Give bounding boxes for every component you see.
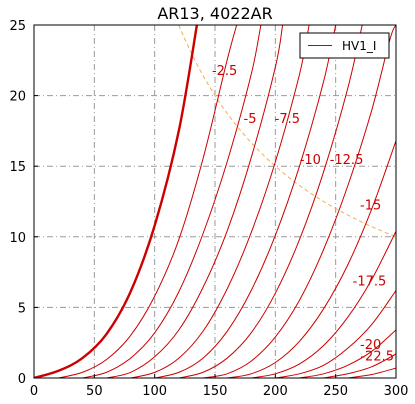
legend: HV1_I — [299, 32, 390, 59]
plate-curve-13 — [347, 367, 396, 378]
plate-curve-0 — [34, 25, 199, 378]
plot-frame — [33, 24, 397, 379]
plate-curve-neg22_5 — [251, 230, 396, 378]
dissipation-limit — [178, 25, 396, 238]
plate-curve-neg17_5 — [202, 25, 396, 378]
plate-curve-neg2_5 — [57, 25, 238, 378]
x-tick-label: 100 — [142, 384, 167, 399]
x-tick-label: 150 — [203, 384, 228, 399]
x-tick-label: 50 — [86, 384, 103, 399]
curve-label: -22.5 — [360, 349, 394, 364]
x-tick-label: 250 — [323, 384, 348, 399]
plate-curve-neg20 — [227, 140, 396, 378]
y-tick-label: 5 — [18, 301, 26, 316]
curve-labels: -2.5 -5 -7.5 -10 -12.5 -15 -17.5 -20-22.5 — [212, 64, 394, 364]
grid — [34, 25, 396, 378]
y-tick-label: 10 — [9, 231, 26, 246]
y-tick-label: 20 — [9, 90, 26, 105]
curve-label: -15 — [360, 198, 381, 213]
plate-curve-neg12_5 — [154, 25, 337, 378]
y-tick-label: 0 — [18, 372, 26, 387]
y-tick-label: 25 — [9, 19, 26, 34]
curve-label: -2.5 — [212, 64, 237, 79]
dissipation-curve — [178, 25, 396, 238]
y-tick-label: 15 — [9, 160, 26, 175]
plate-curve-neg5 — [82, 25, 262, 378]
x-tick-label: 200 — [263, 384, 288, 399]
curve-label: -12.5 — [330, 153, 364, 168]
x-tick-label: 0 — [30, 384, 38, 399]
plate-curve-neg15 — [178, 25, 363, 378]
plate-curve-12 — [323, 353, 396, 378]
curve-label: -17.5 — [353, 275, 387, 290]
curve-label: -20 — [360, 338, 381, 353]
curve-label: -10 — [300, 153, 321, 168]
x-tick-label: 300 — [384, 384, 409, 399]
plate-curves — [34, 25, 396, 378]
chart-title: AR13, 4022AR — [157, 4, 272, 23]
plate-curve-10 — [275, 290, 396, 378]
legend-entry: HV1_I — [342, 39, 376, 53]
curve-label: -7.5 — [275, 112, 300, 127]
plate-curve-neg7_5 — [106, 25, 284, 378]
plate-curve-neg10 — [130, 25, 310, 378]
plate-curve-11 — [299, 329, 396, 378]
curve-label: -5 — [244, 112, 257, 127]
axes: 0 50 100 150 200 250 300 0 5 10 15 20 25 — [9, 19, 408, 399]
